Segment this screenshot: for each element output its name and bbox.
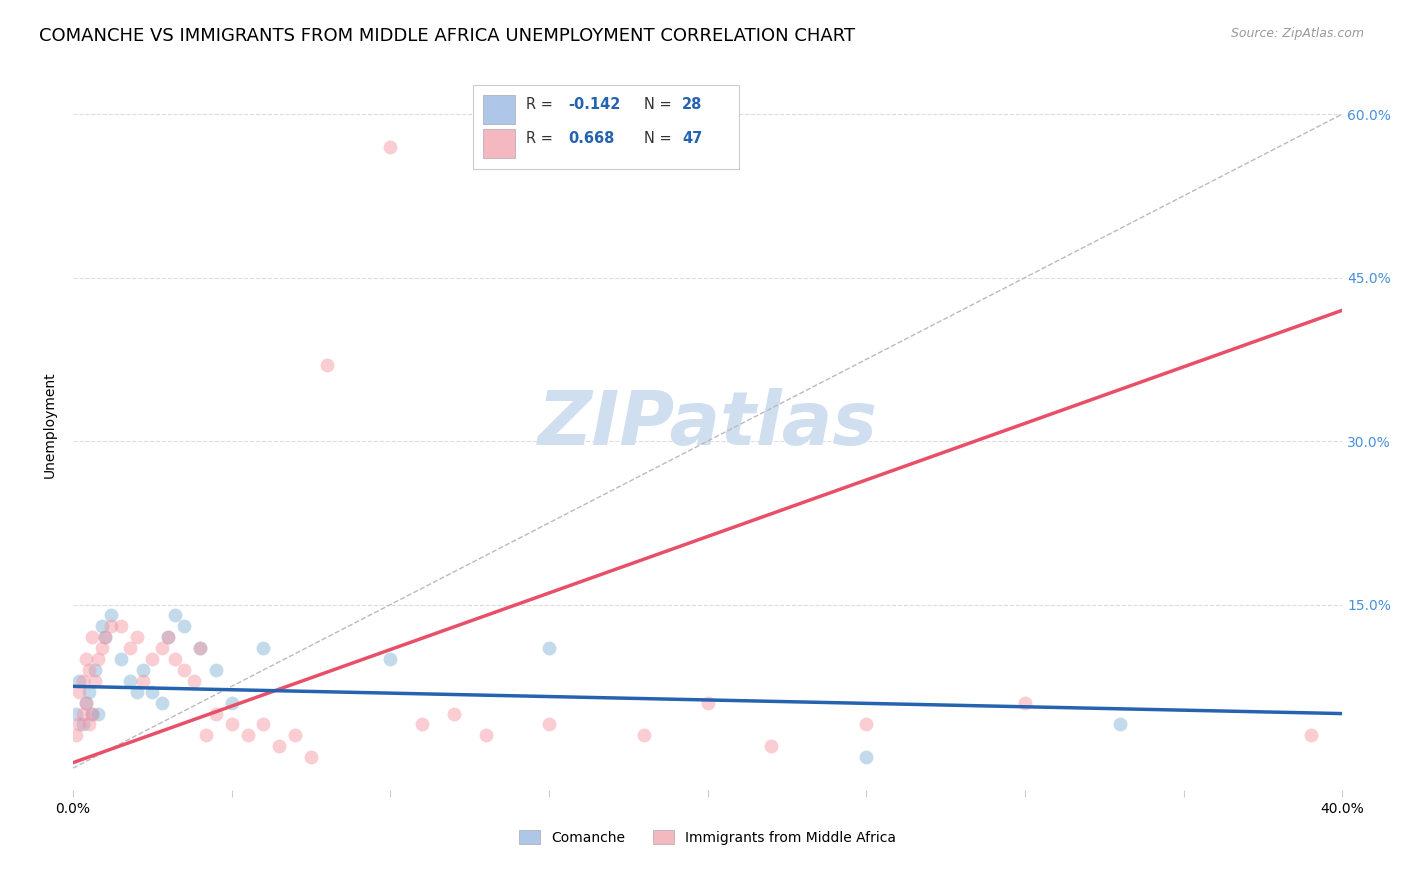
Text: Source: ZipAtlas.com: Source: ZipAtlas.com (1230, 27, 1364, 40)
Point (77, 717, 100, 731)
Point (1109, 717, 1132, 731)
Bar (484, 95, 515, 124)
FancyBboxPatch shape (472, 85, 740, 169)
Point (173, 619, 195, 633)
Text: COMANCHE VS IMMIGRANTS FROM MIDDLE AFRICA UNEMPLOYMENT CORRELATION CHART: COMANCHE VS IMMIGRANTS FROM MIDDLE AFRIC… (39, 27, 855, 45)
Point (94, 630, 117, 644)
Point (150, 696, 173, 710)
Point (120, 641, 142, 656)
Point (72, 673, 94, 688)
Point (132, 673, 155, 688)
Point (141, 685, 163, 699)
Point (633, 728, 655, 742)
Point (125, 630, 148, 644)
Point (110, 652, 132, 666)
Point (125, 685, 148, 699)
Point (77, 685, 100, 699)
Point (205, 706, 228, 721)
Point (77, 663, 100, 677)
Point (132, 663, 155, 677)
Point (87, 652, 110, 666)
Point (82, 630, 104, 644)
Point (195, 728, 218, 742)
Point (75, 696, 97, 710)
Text: N =: N = (644, 131, 676, 146)
Point (157, 630, 180, 644)
Point (110, 619, 132, 633)
Text: 0.668: 0.668 (568, 131, 614, 146)
Point (284, 728, 307, 742)
Point (84, 673, 107, 688)
Point (67, 717, 90, 731)
Point (141, 652, 163, 666)
Point (855, 717, 877, 731)
Point (474, 728, 496, 742)
Legend: Comanche, Immigrants from Middle Africa: Comanche, Immigrants from Middle Africa (519, 830, 896, 845)
Point (72, 717, 94, 731)
Text: N =: N = (644, 96, 676, 112)
Point (87, 706, 110, 721)
Point (221, 696, 243, 710)
Point (82, 706, 104, 721)
Point (67, 685, 90, 699)
Point (100, 608, 122, 623)
Point (65, 728, 87, 742)
Point (75, 696, 97, 710)
Bar (484, 129, 515, 158)
Point (759, 739, 782, 754)
Point (299, 750, 322, 764)
Point (72, 706, 94, 721)
Point (443, 706, 465, 721)
Point (411, 717, 433, 731)
Point (537, 641, 560, 656)
Y-axis label: Unemployment: Unemployment (44, 371, 58, 478)
Point (537, 717, 560, 731)
Point (90, 641, 112, 656)
Point (100, 619, 122, 633)
Point (150, 641, 173, 656)
Point (221, 717, 243, 731)
Point (75, 652, 97, 666)
Point (252, 641, 274, 656)
Text: 47: 47 (682, 131, 703, 146)
Point (157, 630, 180, 644)
Point (1014, 696, 1036, 710)
Point (163, 608, 186, 623)
Text: 28: 28 (682, 96, 703, 112)
Point (696, 696, 718, 710)
Text: R =: R = (526, 131, 558, 146)
Point (94, 630, 117, 644)
Point (252, 717, 274, 731)
Text: -0.142: -0.142 (568, 96, 620, 112)
Point (120, 673, 142, 688)
Point (82, 706, 104, 721)
Point (269, 739, 291, 754)
Point (236, 728, 259, 742)
Point (90, 619, 112, 633)
Point (67, 673, 90, 688)
Point (380, 652, 402, 666)
Text: ZIPatlas: ZIPatlas (537, 388, 877, 461)
Point (316, 358, 339, 372)
Point (1299, 728, 1322, 742)
Point (183, 673, 205, 688)
Point (205, 663, 228, 677)
Point (173, 663, 195, 677)
Text: R =: R = (526, 96, 558, 112)
Point (188, 641, 211, 656)
Point (188, 641, 211, 656)
Point (163, 652, 186, 666)
Point (84, 663, 107, 677)
Point (855, 750, 877, 764)
Point (65, 706, 87, 721)
Point (380, 140, 402, 154)
